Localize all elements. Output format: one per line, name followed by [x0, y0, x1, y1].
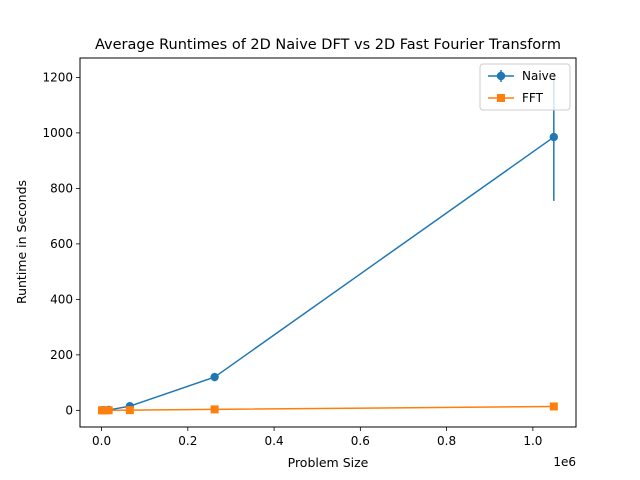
y-axis: 0 200 400 600 800 1000 1200 — [42, 70, 80, 417]
data-point — [210, 372, 219, 382]
y-tick-label: 1000 — [42, 126, 73, 140]
legend-marker — [497, 94, 505, 102]
legend-marker — [496, 71, 506, 81]
legend-label: Naive — [522, 69, 556, 83]
data-point — [549, 402, 558, 411]
y-axis-label: Runtime in Seconds — [14, 180, 29, 304]
legend-label: FFT — [522, 91, 544, 105]
y-tick-label: 400 — [50, 292, 73, 306]
chart-title: Average Runtimes of 2D Naive DFT vs 2D F… — [95, 37, 561, 53]
data-point — [99, 406, 108, 415]
data-point — [210, 405, 219, 414]
y-tick-label: 200 — [50, 348, 73, 362]
x-axis: 0.0 0.2 0.4 0.6 0.8 1.0 — [92, 427, 542, 448]
legend: Naive FFT — [479, 63, 571, 111]
data-point — [104, 406, 113, 415]
y-tick-label: 600 — [50, 237, 73, 251]
series-fft — [98, 402, 558, 415]
y-tick-label: 800 — [50, 181, 73, 195]
plot-area — [97, 73, 559, 415]
x-tick-label: 0.2 — [178, 434, 197, 448]
x-tick-label: 0.8 — [437, 434, 456, 448]
axes-frame — [79, 57, 577, 428]
x-tick-label: 0.4 — [265, 434, 284, 448]
legend-item-fft: FFT — [488, 91, 544, 105]
x-tick-label: 1.0 — [523, 434, 542, 448]
data-point — [549, 132, 559, 142]
x-axis-offset-label: 1e6 — [553, 455, 576, 469]
x-tick-label: 0.6 — [351, 434, 370, 448]
y-tick-label: 1200 — [42, 70, 73, 84]
y-tick-label: 0 — [65, 403, 73, 417]
x-axis-label: Problem Size — [288, 455, 369, 470]
legend-item-naive: Naive — [488, 69, 556, 83]
x-tick-label: 0.0 — [92, 434, 111, 448]
data-point — [125, 406, 134, 415]
